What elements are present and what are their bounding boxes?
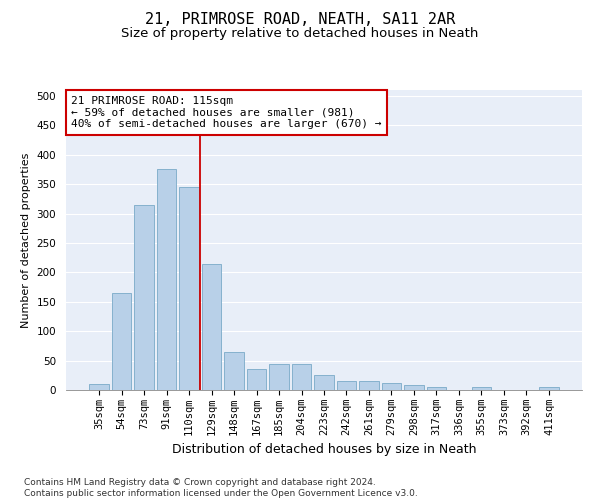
Y-axis label: Number of detached properties: Number of detached properties <box>21 152 31 328</box>
Bar <box>134 204 154 390</box>
X-axis label: Distribution of detached houses by size in Neath: Distribution of detached houses by size … <box>172 444 476 456</box>
Bar <box>359 381 379 390</box>
Text: 21, PRIMROSE ROAD, NEATH, SA11 2AR: 21, PRIMROSE ROAD, NEATH, SA11 2AR <box>145 12 455 28</box>
Bar <box>89 384 109 390</box>
Bar <box>112 293 131 390</box>
Bar <box>224 352 244 390</box>
Bar <box>427 387 446 390</box>
Bar <box>179 187 199 390</box>
Bar <box>157 170 176 390</box>
Text: Contains HM Land Registry data © Crown copyright and database right 2024.
Contai: Contains HM Land Registry data © Crown c… <box>24 478 418 498</box>
Bar <box>314 376 334 390</box>
Bar <box>247 370 266 390</box>
Bar <box>539 387 559 390</box>
Text: 21 PRIMROSE ROAD: 115sqm
← 59% of detached houses are smaller (981)
40% of semi-: 21 PRIMROSE ROAD: 115sqm ← 59% of detach… <box>71 96 382 129</box>
Bar <box>404 386 424 390</box>
Bar <box>337 381 356 390</box>
Bar <box>269 364 289 390</box>
Bar <box>382 383 401 390</box>
Bar <box>202 264 221 390</box>
Bar <box>472 387 491 390</box>
Text: Size of property relative to detached houses in Neath: Size of property relative to detached ho… <box>121 28 479 40</box>
Bar <box>292 364 311 390</box>
